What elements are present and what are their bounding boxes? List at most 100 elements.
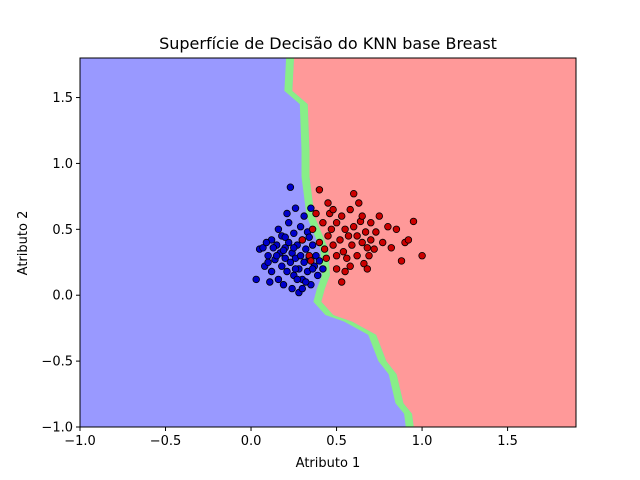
scatter-point-series-1-45 [409, 217, 418, 226]
scatter-point-series-0-48 [296, 222, 305, 231]
scatter-point-series-0-9 [278, 262, 286, 270]
scatter-point-series-0-2 [264, 251, 272, 260]
scatter-point-series-0-7 [274, 275, 283, 284]
scatter-point-series-0-27 [296, 251, 305, 260]
y-axis: −1.0 −0.5 0.0 0.5 1.0 1.5 [41, 91, 80, 436]
scatter-point-series-1-11 [327, 225, 336, 233]
scatter-point-series-1-25 [353, 251, 361, 260]
scatter-point-series-0-59 [307, 204, 315, 212]
scatter-point-series-0-22 [291, 204, 300, 212]
scatter-point-series-1-51 [324, 199, 332, 207]
scatter-point-series-0-30 [300, 258, 308, 266]
scatter-point-series-1-15 [336, 236, 344, 244]
scatter-point-series-0-45 [283, 209, 291, 218]
scatter-point-series-1-53 [365, 251, 373, 260]
scatter-point-series-0-43 [269, 244, 277, 252]
scatter-point-series-0-51 [308, 265, 317, 273]
scatter-point-series-0-16 [285, 218, 293, 227]
scatter-point-series-1-17 [339, 247, 348, 256]
scatter-point-series-1-39 [384, 222, 392, 231]
scatter-point-series-1-8 [322, 254, 330, 262]
scatter-point-series-1-20 [344, 232, 353, 240]
scatter-point-series-0-60 [281, 233, 289, 241]
scatter-point-series-0-57 [259, 244, 267, 252]
scatter-point-series-0-4 [267, 267, 276, 276]
decision-region-class-1 [292, 58, 576, 427]
x-axis-title: Atributo 1 [296, 456, 361, 471]
scatter-point-series-1-2 [308, 225, 317, 233]
x-tick-label: 1.5 [497, 434, 518, 449]
scatter-point-series-1-54 [307, 257, 315, 265]
scatter-point-series-0-44 [274, 225, 283, 233]
scatter-point-series-0-41 [319, 265, 327, 273]
scatter-point-series-1-55 [338, 278, 346, 286]
plot-frame [79, 57, 577, 428]
scatter-point-series-0-50 [305, 233, 313, 241]
scatter-point-series-1-50 [358, 212, 366, 220]
x-tick-label: −0.5 [150, 434, 182, 449]
chart-title: Superfície de Decisão do KNN base Breast [159, 34, 497, 53]
scatter-point-series-0-36 [308, 241, 317, 249]
scatter-point-series-0-62 [302, 278, 310, 286]
scatter-point-series-1-29 [358, 238, 366, 247]
scatter-point-series-1-14 [332, 218, 341, 227]
scatter-point-series-0-58 [252, 275, 260, 284]
y-tick-label: 1.0 [52, 157, 73, 172]
scatter-point-series-0-56 [266, 278, 274, 286]
scatter-point-series-1-40 [387, 244, 395, 252]
scatter-point-series-1-7 [320, 245, 329, 253]
scatter-point-series-0-55 [273, 251, 281, 260]
x-tick-label: 0.5 [326, 434, 347, 449]
scatter-point-series-0-54 [279, 246, 288, 255]
scatter-point-series-1-21 [346, 205, 354, 214]
scatter-point-series-1-5 [315, 186, 324, 194]
scatter-point-series-1-36 [372, 228, 380, 236]
scatter-point-series-1-32 [363, 244, 371, 252]
scatter-point-series-0-42 [264, 258, 272, 266]
scatter-point-series-1-26 [353, 232, 361, 240]
y-tick-label: 1.5 [52, 91, 73, 106]
scatter-points [252, 183, 426, 297]
scatter-point-series-1-42 [397, 257, 406, 265]
scatter-point-series-0-18 [288, 284, 296, 293]
scatter-point-series-1-30 [360, 259, 368, 268]
scatter-point-series-1-38 [379, 238, 387, 247]
scatter-point-series-1-18 [341, 225, 349, 233]
scatter-point-series-1-56 [363, 265, 371, 273]
scatter-point-series-1-34 [367, 236, 375, 244]
scatter-point-series-1-9 [324, 232, 332, 240]
scatter-point-series-1-49 [329, 205, 337, 214]
scatter-point-series-1-3 [312, 209, 320, 218]
scatter-point-series-1-47 [332, 265, 341, 273]
x-tick-label: 1.0 [412, 434, 433, 449]
scatter-point-series-1-27 [355, 199, 363, 207]
scatter-point-series-0-11 [279, 281, 288, 289]
x-tick-label: 0.0 [241, 434, 262, 449]
x-axis: −1.0 −0.5 0.0 0.5 1.0 1.5 [64, 427, 518, 449]
scatter-point-series-0-12 [281, 254, 289, 262]
scatter-point-series-1-44 [404, 236, 413, 244]
scatter-point-series-1-23 [350, 222, 358, 231]
scatter-point-series-1-33 [367, 218, 375, 227]
y-axis-title: Atributo 2 [16, 211, 31, 276]
scatter-point-series-1-41 [392, 225, 401, 233]
scatter-point-series-1-13 [332, 251, 341, 260]
scatter-point-series-0-49 [300, 212, 308, 220]
scatter-point-series-0-46 [286, 183, 295, 191]
scatter-point-series-0-21 [290, 229, 298, 237]
y-tick-label: −1.0 [41, 421, 73, 436]
y-tick-label: 0.5 [52, 223, 73, 238]
scatter-point-series-1-37 [375, 212, 383, 220]
y-tick-label: −0.5 [41, 355, 73, 370]
scatter-point-series-1-6 [319, 218, 327, 227]
scatter-point-series-0-15 [285, 238, 293, 247]
scatter-point-series-1-48 [341, 267, 349, 276]
scatter-point-series-0-40 [315, 257, 324, 265]
scatter-point-series-1-24 [350, 189, 358, 198]
scatter-point-series-1-0 [298, 236, 306, 244]
scatter-point-series-0-52 [298, 284, 306, 293]
scatter-point-series-0-53 [291, 265, 300, 273]
scatter-point-series-0-17 [286, 258, 295, 266]
scatter-point-series-1-31 [361, 228, 370, 236]
